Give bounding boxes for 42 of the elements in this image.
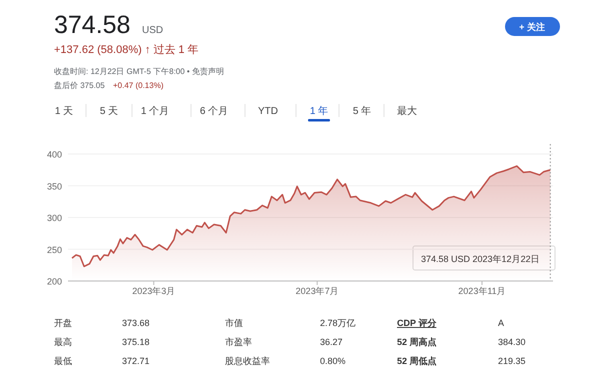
- text: 股息收益率: [225, 356, 270, 366]
- text: 开盘: [54, 318, 72, 328]
- text: 219.35: [498, 356, 526, 366]
- y-tick-label: 200: [46, 276, 62, 286]
- text: CDP 评分: [397, 318, 438, 328]
- text: 5 年: [352, 105, 372, 117]
- chart-title: 374.58: [54, 11, 130, 39]
- text: 1 个月: [140, 105, 170, 117]
- annotation: 374.58 USD 2023年12月22日: [421, 254, 540, 264]
- text: 373.68: [122, 318, 150, 328]
- text: A: [498, 318, 504, 328]
- text: 盘后价 375.05: [54, 81, 106, 90]
- text: 最低: [54, 356, 72, 366]
- text: 市值: [225, 318, 243, 328]
- y-tick-label: 300: [46, 213, 62, 223]
- text: 2.78万亿: [320, 318, 356, 328]
- text: USD: [142, 25, 164, 36]
- text: 36.27: [320, 337, 343, 347]
- text: 6 个月: [200, 105, 228, 117]
- text: 收盘时间: 12月22日 GMT-5 下午8:00 • 免责声明: [54, 67, 224, 76]
- text: +137.62 (58.08%) ↑ 过去 1 年: [54, 43, 199, 56]
- y-tick-label: 400: [46, 150, 62, 160]
- text: 最大: [397, 105, 417, 117]
- text: 1 年: [310, 105, 328, 117]
- text: 最高: [54, 337, 72, 347]
- x-tick-label: 2023年3月: [132, 286, 176, 296]
- y-tick-label: 350: [46, 181, 62, 192]
- x-tick-label: 2023年11月: [458, 286, 506, 296]
- text: 1 天: [54, 106, 74, 117]
- text: YTD: [258, 106, 278, 117]
- text: 375.18: [122, 337, 150, 347]
- text: 5 天: [100, 106, 118, 117]
- text: 372.71: [122, 356, 150, 366]
- x-tick-label: 2023年7月: [296, 286, 339, 296]
- y-tick-label: 250: [46, 244, 62, 255]
- text: 52 周高点: [397, 337, 437, 347]
- text: 52 周低点: [397, 356, 437, 366]
- text: 384.30: [498, 337, 526, 347]
- text: +0.47 (0.13%): [113, 81, 164, 90]
- text: 市盈率: [225, 337, 252, 347]
- text: + 关注: [519, 22, 545, 32]
- text: 0.80%: [320, 356, 346, 366]
